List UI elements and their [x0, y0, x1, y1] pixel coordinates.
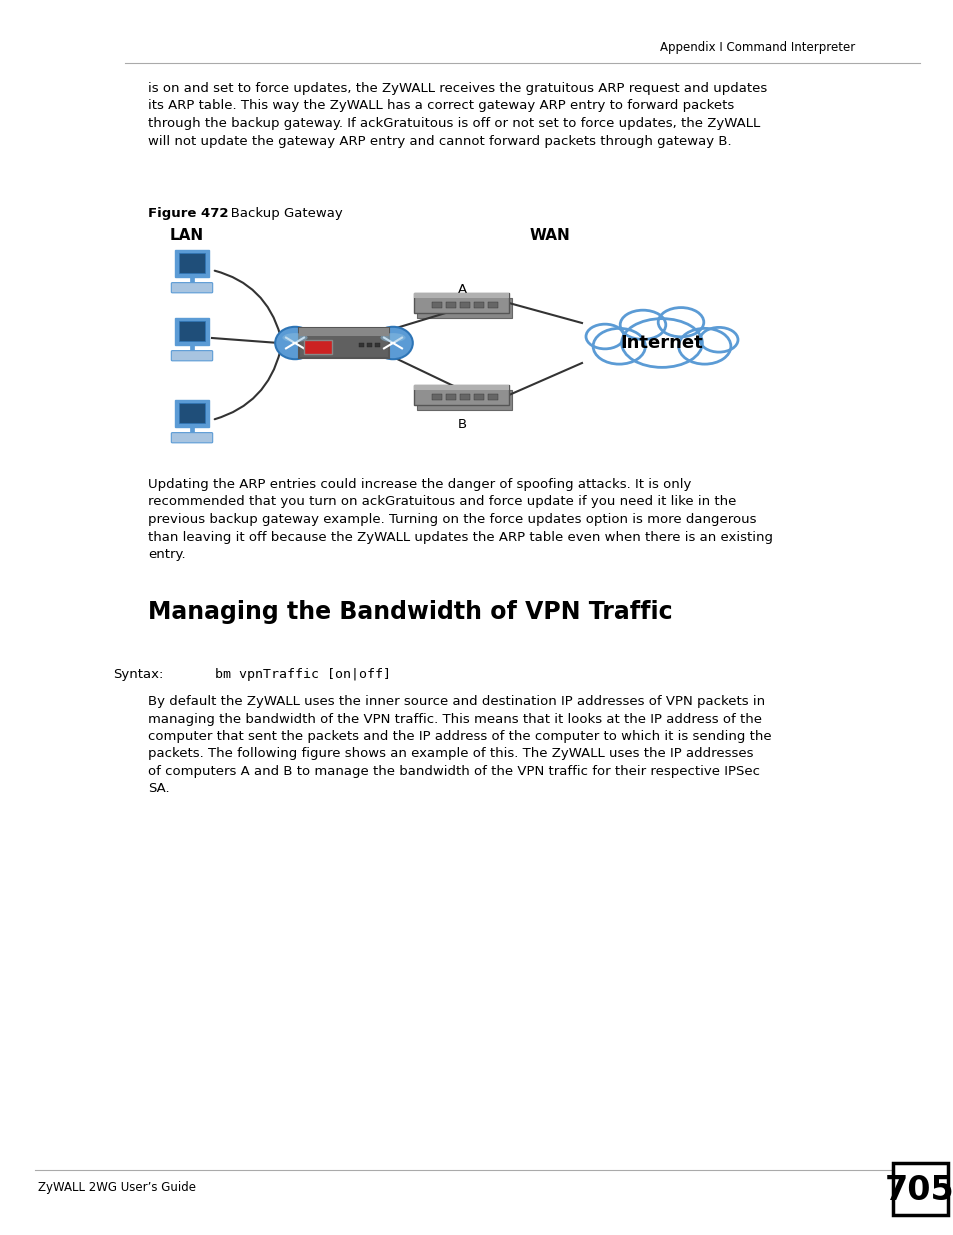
- Text: is on and set to force updates, the ZyWALL receives the gratuitous ARP request a: is on and set to force updates, the ZyWA…: [148, 82, 766, 147]
- FancyBboxPatch shape: [474, 303, 483, 308]
- Text: bm vpnTraffic [on|off]: bm vpnTraffic [on|off]: [214, 668, 391, 680]
- Text: Managing the Bandwidth of VPN Traffic: Managing the Bandwidth of VPN Traffic: [148, 600, 672, 624]
- Ellipse shape: [593, 329, 644, 364]
- Ellipse shape: [621, 319, 701, 367]
- Ellipse shape: [282, 333, 307, 342]
- FancyBboxPatch shape: [414, 293, 509, 298]
- Text: B: B: [456, 417, 466, 431]
- FancyBboxPatch shape: [474, 394, 483, 400]
- Text: Appendix I Command Interpreter: Appendix I Command Interpreter: [659, 42, 854, 54]
- FancyBboxPatch shape: [190, 277, 194, 284]
- Text: Updating the ARP entries could increase the danger of spoofing attacks. It is on: Updating the ARP entries could increase …: [148, 478, 772, 561]
- Text: Syntax:: Syntax:: [112, 668, 163, 680]
- FancyBboxPatch shape: [298, 329, 389, 358]
- FancyBboxPatch shape: [417, 390, 512, 410]
- Ellipse shape: [585, 324, 623, 348]
- FancyBboxPatch shape: [179, 253, 205, 273]
- FancyBboxPatch shape: [190, 345, 194, 352]
- Text: A: A: [456, 283, 466, 296]
- FancyBboxPatch shape: [446, 303, 456, 308]
- Ellipse shape: [274, 327, 314, 359]
- FancyBboxPatch shape: [304, 340, 332, 354]
- Text: LAN: LAN: [170, 228, 204, 243]
- Ellipse shape: [619, 310, 665, 340]
- Ellipse shape: [380, 333, 405, 342]
- FancyBboxPatch shape: [367, 343, 372, 347]
- FancyBboxPatch shape: [179, 404, 205, 422]
- FancyBboxPatch shape: [414, 385, 509, 390]
- Ellipse shape: [700, 327, 738, 352]
- Ellipse shape: [678, 329, 730, 364]
- Text: Internet: Internet: [620, 333, 702, 352]
- Ellipse shape: [658, 308, 703, 337]
- Text: Backup Gateway: Backup Gateway: [218, 207, 342, 220]
- FancyBboxPatch shape: [459, 303, 470, 308]
- FancyBboxPatch shape: [190, 427, 194, 433]
- FancyBboxPatch shape: [417, 298, 512, 317]
- FancyBboxPatch shape: [298, 329, 389, 336]
- Text: WAN: WAN: [530, 228, 570, 243]
- FancyBboxPatch shape: [375, 343, 379, 347]
- FancyBboxPatch shape: [179, 321, 205, 341]
- FancyBboxPatch shape: [172, 432, 213, 443]
- FancyBboxPatch shape: [174, 249, 209, 277]
- FancyBboxPatch shape: [414, 385, 509, 405]
- FancyBboxPatch shape: [488, 394, 497, 400]
- FancyBboxPatch shape: [488, 303, 497, 308]
- FancyBboxPatch shape: [892, 1163, 947, 1215]
- FancyBboxPatch shape: [172, 351, 213, 361]
- FancyBboxPatch shape: [432, 394, 441, 400]
- Ellipse shape: [373, 327, 413, 359]
- FancyBboxPatch shape: [446, 394, 456, 400]
- FancyBboxPatch shape: [358, 343, 364, 347]
- Text: 705: 705: [884, 1173, 953, 1207]
- Text: ZyWALL 2WG User’s Guide: ZyWALL 2WG User’s Guide: [38, 1182, 195, 1194]
- FancyBboxPatch shape: [414, 293, 509, 312]
- FancyBboxPatch shape: [174, 317, 209, 345]
- Text: By default the ZyWALL uses the inner source and destination IP addresses of VPN : By default the ZyWALL uses the inner sou…: [148, 695, 771, 795]
- FancyBboxPatch shape: [459, 394, 470, 400]
- FancyBboxPatch shape: [172, 283, 213, 293]
- Text: Figure 472: Figure 472: [148, 207, 229, 220]
- FancyBboxPatch shape: [174, 400, 209, 427]
- FancyBboxPatch shape: [432, 303, 441, 308]
